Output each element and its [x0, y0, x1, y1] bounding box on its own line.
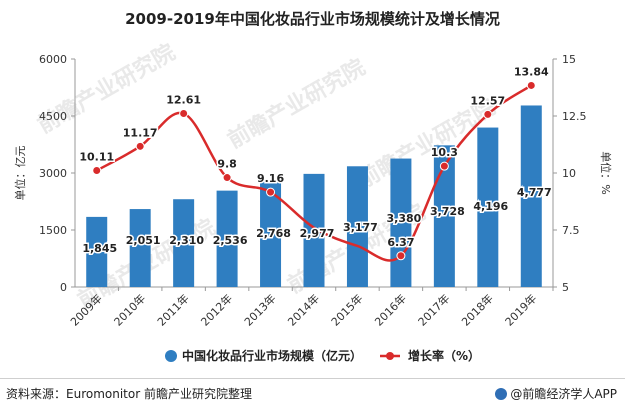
bar-value-label: 4,196 — [473, 200, 508, 213]
growth-label: 12.61 — [166, 93, 201, 106]
watermark-text: 前瞻产业研究院 — [223, 54, 369, 154]
line-series — [92, 80, 536, 262]
bar-series — [86, 105, 542, 287]
growth-label: 13.84 — [514, 65, 549, 78]
bar-value-label: 1,845 — [82, 242, 117, 255]
growth-point — [92, 165, 102, 175]
left-tick-label: 6000 — [39, 53, 67, 66]
bar-value-label: 2,768 — [256, 227, 291, 240]
growth-point — [396, 251, 406, 261]
x-tick-label: 2010年 — [111, 291, 148, 328]
bar — [346, 166, 368, 287]
growth-label: 11.17 — [123, 126, 158, 139]
x-tick-label: 2013年 — [241, 291, 278, 328]
growth-label: 12.57 — [470, 94, 505, 107]
x-tick-label: 2016年 — [372, 291, 409, 328]
bar — [433, 145, 455, 287]
growth-line — [96, 84, 532, 262]
left-tick-label: 3000 — [39, 167, 67, 180]
x-tick-label: 2019年 — [502, 291, 539, 328]
x-tick-label: 2015年 — [328, 291, 365, 328]
bar-value-label: 2,310 — [169, 234, 204, 247]
bar-value-label: 2,536 — [213, 234, 248, 247]
footer-divider — [0, 378, 625, 379]
legend-line-label: 增长率（%） — [408, 348, 480, 363]
growth-point — [526, 80, 536, 90]
right-tick-label: 7.5 — [562, 224, 580, 237]
x-tick-label: 2011年 — [154, 291, 191, 328]
growth-label: 9.8 — [217, 158, 237, 171]
legend-bar-label: 中国化妆品行业市场规模（亿元） — [182, 348, 362, 363]
right-tick-label: 5 — [562, 281, 569, 294]
brand-text: @前瞻经济学人APP — [510, 387, 617, 401]
bar-value-label: 3,177 — [343, 221, 378, 234]
growth-point — [266, 187, 276, 197]
bar-value-label: 2,977 — [300, 227, 335, 240]
growth-point — [439, 161, 449, 171]
left-axis-title: 单位：亿元 — [13, 146, 27, 201]
left-tick-label: 0 — [60, 281, 67, 294]
legend: 中国化妆品行业市场规模（亿元） 增长率（%） — [165, 348, 480, 363]
bar — [520, 105, 542, 287]
right-tick-label: 10 — [562, 167, 576, 180]
chart-title: 2009-2019年中国化妆品行业市场规模统计及增长情况 — [125, 10, 500, 28]
bar-value-label: 3,728 — [430, 205, 465, 218]
bar — [303, 173, 325, 287]
bar — [390, 158, 412, 287]
x-tick-label: 2018年 — [458, 291, 495, 328]
bar — [260, 181, 282, 287]
left-tick-label: 4500 — [39, 110, 67, 123]
growth-label: 10.11 — [79, 150, 114, 163]
x-tick-label: 2014年 — [285, 291, 322, 328]
brand-credit: @前瞻经济学人APP — [495, 385, 617, 402]
bar-value-label: 2,051 — [126, 234, 161, 247]
growth-point — [483, 109, 493, 119]
source-note: 资料来源：Euromonitor 前瞻产业研究院整理 — [6, 387, 252, 401]
bar — [173, 199, 195, 287]
growth-point — [222, 173, 232, 183]
right-tick-label: 12.5 — [562, 110, 587, 123]
bar — [129, 209, 151, 287]
growth-point — [179, 108, 189, 118]
bar — [216, 190, 238, 287]
right-axis-title: 单位：% — [599, 151, 613, 194]
x-tick-label: 2012年 — [198, 291, 235, 328]
bar-value-label: 3,380 — [387, 212, 422, 225]
growth-point — [135, 141, 145, 151]
legend-bar-swatch — [165, 350, 177, 362]
left-tick-label: 1500 — [39, 224, 67, 237]
bar — [477, 127, 499, 287]
right-tick-label: 15 — [562, 53, 576, 66]
bar-value-label: 4,777 — [517, 186, 552, 199]
growth-label: 9.16 — [257, 172, 284, 185]
growth-label: 10.3 — [431, 146, 458, 159]
x-tick-label: 2017年 — [415, 291, 452, 328]
bar — [86, 216, 108, 287]
data-labels: 10.11 11.17 12.61 9.8 9.16 6.37 10.3 12.57 13.84… — [78, 64, 553, 257]
legend-line-marker — [386, 352, 394, 360]
brand-logo-icon — [495, 388, 508, 400]
growth-label: 6.37 — [387, 236, 414, 249]
